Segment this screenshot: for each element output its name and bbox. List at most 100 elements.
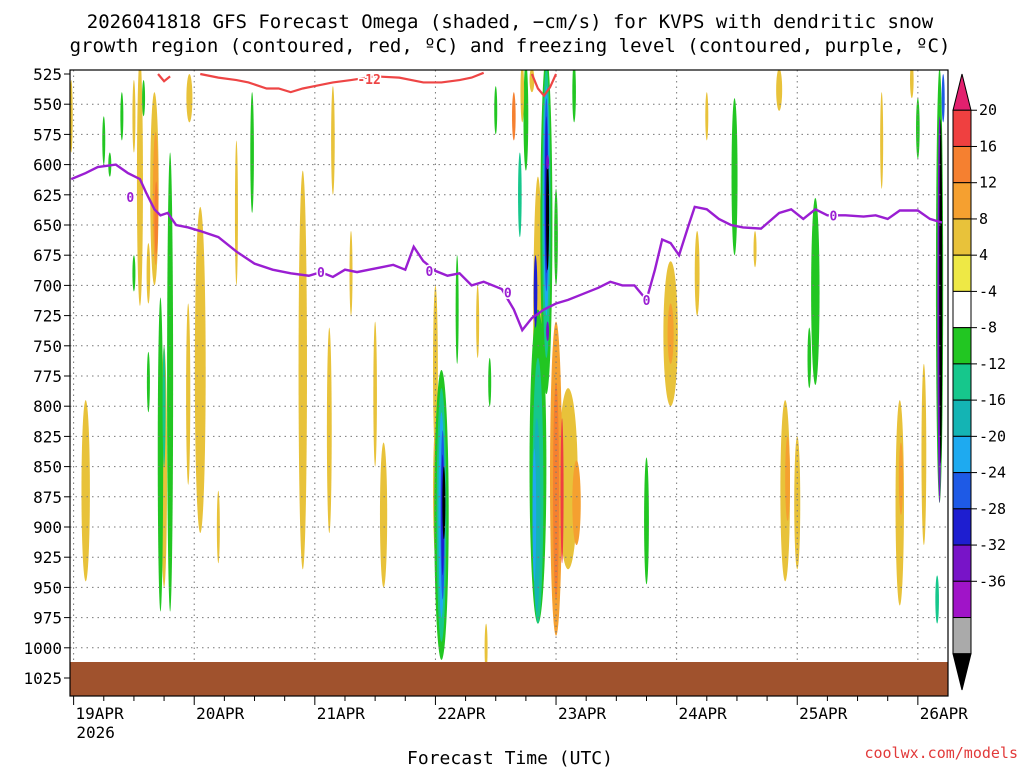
xtick-label-23APR: 23APR [558, 704, 607, 723]
omega-cell-78 [807, 327, 812, 389]
ytick-label-775: 775 [33, 367, 62, 386]
omega-shading [70, 70, 945, 672]
ytick-label-825: 825 [33, 427, 62, 446]
omega-cell-87 [494, 86, 498, 135]
omega-cell-84 [941, 74, 945, 123]
omega-cell-3 [154, 181, 159, 254]
ytick-label-800: 800 [33, 397, 62, 416]
omega-cell-92 [520, 70, 525, 123]
omega-cell-56 [442, 466, 446, 540]
plot-frame [69, 69, 949, 697]
ytick-label-975: 975 [33, 609, 62, 628]
dgz-contour-segment-2 [530, 73, 558, 98]
dgz-contour-segment-1 [157, 73, 171, 83]
omega-cell-34 [132, 80, 136, 153]
omega-cell-29 [921, 363, 927, 546]
colorbar-bin-9 [952, 399, 972, 437]
omega-cell-63 [532, 448, 537, 582]
chart-title-line2: growth region (contoured, red, ºC) and f… [70, 35, 951, 57]
omega-cell-19 [667, 303, 674, 364]
ytick-label-1000: 1000 [23, 639, 62, 658]
omega-cell-7 [298, 170, 307, 570]
ytick-label-700: 700 [33, 276, 62, 295]
ytick-label-850: 850 [33, 458, 62, 477]
omega-cell-28 [880, 92, 884, 189]
xtick-year-label: 2026 [76, 723, 115, 742]
ytick-label-550: 550 [33, 95, 62, 114]
omega-cell-31 [81, 400, 90, 582]
omega-cell-76 [731, 98, 738, 256]
xtick-label-20APR: 20APR [196, 704, 245, 723]
omega-cell-72 [533, 255, 538, 328]
colorbar-bin-8 [952, 363, 972, 401]
ytick-label-525: 525 [33, 65, 62, 84]
colorbar-bin-13 [952, 544, 972, 582]
omega-cell-89 [553, 382, 560, 600]
freezing-level-label-4: 0 [643, 294, 651, 309]
omega-cell-40 [910, 70, 914, 99]
ytick-label-875: 875 [33, 488, 62, 507]
freezing-level-label-0: 0 [126, 191, 134, 206]
colorbar-bin-10 [952, 435, 972, 474]
xtick-label-26APR: 26APR [920, 704, 969, 723]
xtick-label-21APR: 21APR [317, 704, 366, 723]
omega-cell-4 [146, 243, 151, 304]
freezing-level-label-2: 0 [425, 265, 433, 280]
freezing-level-line [70, 163, 943, 333]
omega-cell-5 [194, 206, 206, 534]
omega-cell-21 [705, 92, 709, 141]
omega-cell-36 [186, 74, 193, 123]
colorbar-label-0: 20 [979, 101, 997, 119]
omega-cell-73 [554, 188, 558, 286]
dgz-contour-segment-0 [200, 71, 485, 94]
colorbar-label-7: -12 [979, 355, 1006, 373]
colorbar-bin-11 [952, 472, 972, 510]
colorbar-label-1: 16 [979, 137, 997, 155]
colorbar-bin-4 [952, 218, 972, 256]
omega-cell-83 [939, 119, 943, 464]
omega-cell-11 [331, 86, 335, 195]
colorbar-label-2: 12 [979, 174, 997, 192]
xtick-label-22APR: 22APR [437, 704, 486, 723]
omega-cell-41 [167, 152, 174, 612]
omega-cell-49 [142, 80, 146, 117]
omega-cell-75 [572, 70, 576, 123]
freezing-level-label-5: 0 [830, 209, 838, 224]
grid-lines [70, 70, 948, 696]
colorbar-label-11: -28 [979, 500, 1006, 518]
colorbar-label-6: -8 [979, 319, 997, 337]
omega-cell-33 [186, 303, 191, 485]
colorbar-bin-1 [952, 109, 972, 147]
omega-cell-44 [146, 351, 150, 413]
colorbar-label-13: -36 [979, 572, 1006, 590]
omega-cell-22 [753, 231, 757, 268]
chart-title-line1: 2026041818 GFS Forecast Omega (shaded, −… [87, 11, 934, 33]
colorbar: 20 16 12 8 4 -4 -8 -12 -16 -20 -24 -28 -32 -36 [952, 73, 1006, 691]
colorbar-bin-14 [952, 580, 972, 619]
ytick-label-575: 575 [33, 125, 62, 144]
omega-cell-80 [916, 98, 920, 159]
omega-cell-0 [136, 70, 143, 306]
omega-cell-9 [373, 321, 377, 467]
ytick-label-1025: 1025 [23, 669, 62, 688]
colorbar-label-5: -4 [979, 282, 997, 300]
omega-cell-20 [694, 231, 700, 316]
freezing-level-label-3: 0 [504, 287, 512, 302]
omega-cell-14 [476, 285, 480, 358]
omega-cell-24 [785, 436, 791, 521]
omega-cell-58 [523, 70, 529, 171]
colorbar-bin-5 [952, 254, 972, 292]
omega-cell-46 [120, 92, 124, 141]
omega-cell-10 [379, 442, 388, 588]
xtick-label-24APR: 24APR [679, 704, 728, 723]
omega-cell-8 [326, 327, 332, 534]
ytick-label-750: 750 [33, 337, 62, 356]
omega-cell-17 [572, 460, 581, 546]
colorbar-bin-6 [952, 290, 972, 329]
ytick-label-650: 650 [33, 216, 62, 235]
colorbar-label-4: 4 [979, 246, 988, 264]
omega-cell-42 [157, 297, 164, 612]
omega-cell-39 [484, 623, 488, 672]
